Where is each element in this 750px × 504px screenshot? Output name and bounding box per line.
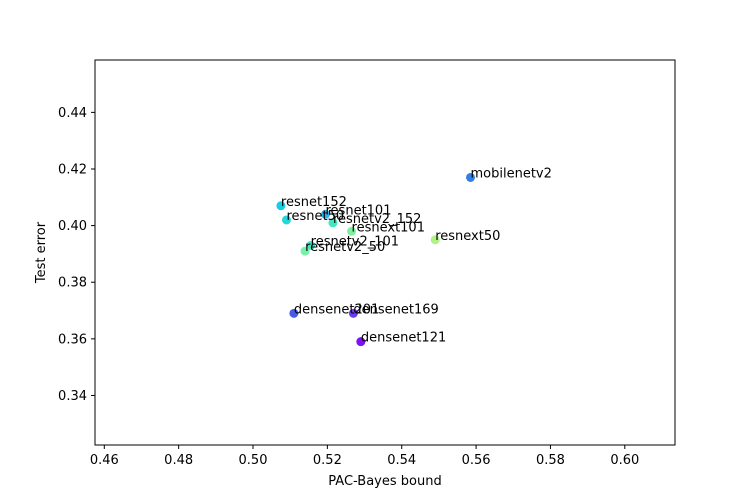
point-label: resnext101 (352, 220, 425, 235)
point-label: resnetv2_50 (305, 240, 385, 255)
point-label: resnet152 (281, 195, 347, 210)
y-tick-label: 0.34 (58, 389, 87, 404)
points-layer (276, 172, 476, 347)
x-tick-label: 0.54 (387, 453, 416, 468)
x-tick-label: 0.60 (610, 453, 639, 468)
y-axis: 0.34 0.36 0.38 0.40 0.42 0.44 (58, 106, 95, 404)
point-label: densenet201 (294, 302, 379, 317)
data-point (321, 209, 331, 219)
x-tick-label: 0.56 (462, 453, 491, 468)
point-label: resnetv2_152 (333, 212, 421, 227)
y-tick-label: 0.38 (58, 276, 87, 291)
y-tick-label: 0.36 (58, 332, 87, 347)
y-tick-label: 0.40 (58, 219, 87, 234)
data-point (348, 308, 358, 318)
point-label: resnet101 (326, 203, 392, 218)
data-point (289, 308, 299, 318)
data-point (300, 246, 310, 256)
x-axis: 0.46 0.48 0.50 0.52 0.54 0.56 0.58 0.60 (90, 445, 639, 468)
data-point (276, 201, 286, 211)
x-tick-label: 0.50 (239, 453, 268, 468)
point-label: resnext50 (435, 229, 500, 244)
data-point (306, 240, 316, 250)
point-label: resnetv2_101 (311, 234, 399, 249)
data-point (347, 226, 357, 236)
y-tick-label: 0.44 (58, 106, 87, 121)
x-tick-label: 0.46 (90, 453, 119, 468)
data-point (466, 172, 476, 182)
plot-area (95, 60, 675, 445)
y-tick-label: 0.42 (58, 162, 87, 177)
plot-frame (94, 59, 676, 446)
point-label: resnet50 (286, 209, 344, 224)
point-label: densenet121 (361, 331, 446, 346)
x-tick-label: 0.52 (313, 453, 342, 468)
data-point (328, 218, 338, 228)
x-axis-label: PAC-Bayes bound (328, 474, 441, 489)
y-axis-label: Test error (34, 221, 49, 284)
data-point (356, 337, 366, 347)
x-tick-label: 0.58 (536, 453, 565, 468)
point-label: mobilenetv2 (471, 166, 552, 181)
data-point (430, 235, 440, 245)
point-label: densenet169 (353, 302, 438, 317)
x-tick-label: 0.48 (164, 453, 193, 468)
data-point (281, 215, 291, 225)
point-labels-layer: mobilenetv2resnet152resnet101resnet50res… (281, 166, 552, 345)
